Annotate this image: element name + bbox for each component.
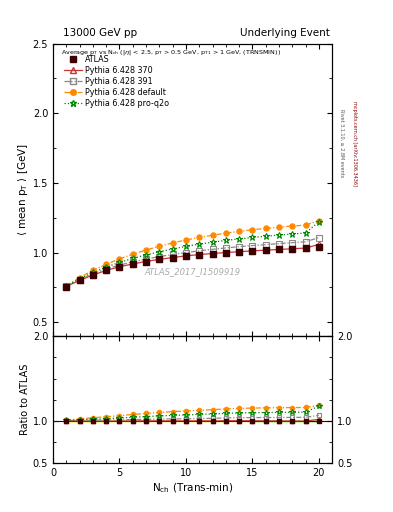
X-axis label: N$_{\rm ch}$ (Trans-min): N$_{\rm ch}$ (Trans-min) bbox=[152, 481, 233, 495]
Text: Underlying Event: Underlying Event bbox=[240, 28, 330, 38]
Text: 13000 GeV pp: 13000 GeV pp bbox=[63, 28, 137, 38]
Text: ATLAS_2017_I1509919: ATLAS_2017_I1509919 bbox=[145, 267, 241, 276]
Legend: ATLAS, Pythia 6.428 370, Pythia 6.428 391, Pythia 6.428 default, Pythia 6.428 pr: ATLAS, Pythia 6.428 370, Pythia 6.428 39… bbox=[62, 53, 171, 110]
Y-axis label: Ratio to ATLAS: Ratio to ATLAS bbox=[20, 364, 30, 435]
Y-axis label: $\langle$ mean p$_{\rm T}$ $\rangle$ [GeV]: $\langle$ mean p$_{\rm T}$ $\rangle$ [Ge… bbox=[16, 143, 30, 237]
Text: Rivet 3.1.10, ≥ 2.8M events: Rivet 3.1.10, ≥ 2.8M events bbox=[339, 109, 344, 178]
Text: mcplots.cern.ch [arXiv:1306.3436]: mcplots.cern.ch [arXiv:1306.3436] bbox=[352, 101, 357, 186]
Text: Average p$_{\rm T}$ vs N$_{\rm ch}$ ($|\eta|$ < 2.5, p$_{\rm T}$ > 0.5 GeV, p$_{: Average p$_{\rm T}$ vs N$_{\rm ch}$ ($|\… bbox=[61, 48, 281, 57]
